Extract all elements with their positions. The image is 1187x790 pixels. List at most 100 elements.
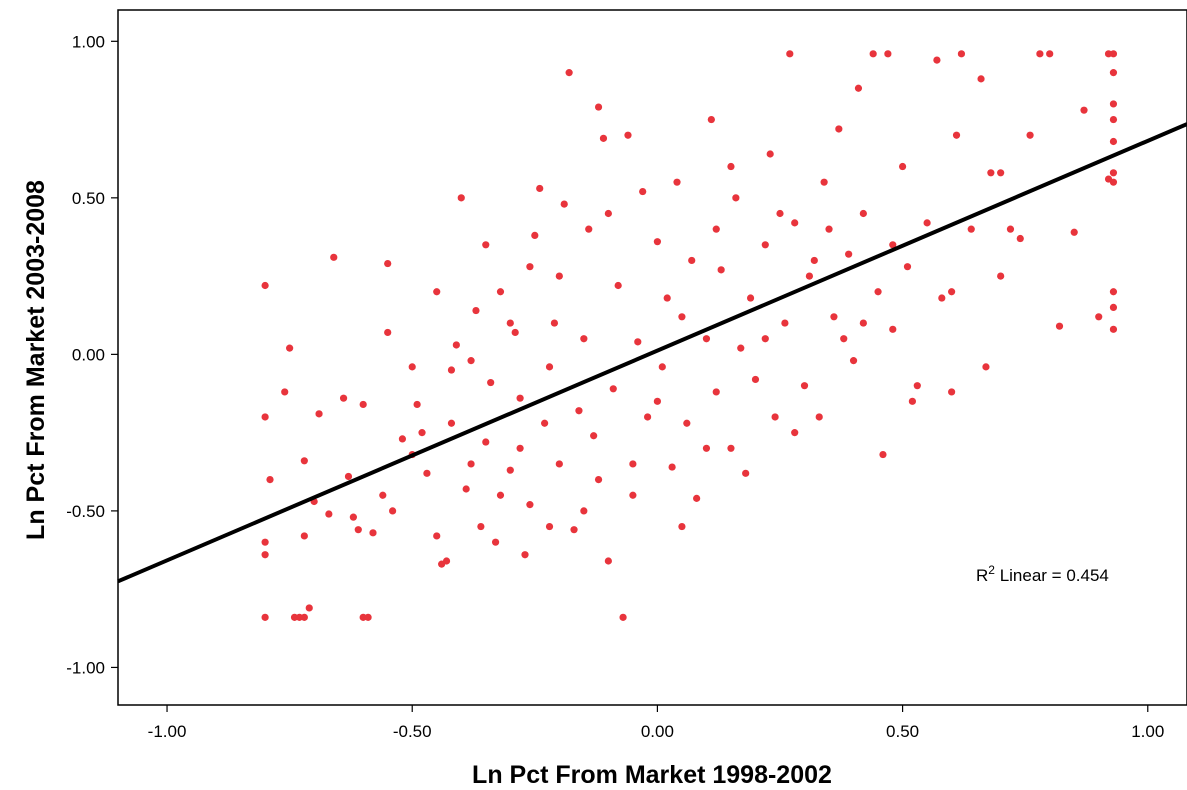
- data-point: [1070, 228, 1078, 236]
- data-point: [663, 294, 671, 302]
- data-point: [452, 341, 460, 349]
- data-point: [879, 450, 887, 459]
- data-point: [1109, 50, 1118, 58]
- data-point: [447, 366, 456, 374]
- data-point: [737, 344, 745, 352]
- data-point: [325, 510, 333, 518]
- data-point: [923, 219, 931, 227]
- data-point: [575, 407, 583, 415]
- data-point: [840, 335, 848, 343]
- data-point: [442, 557, 451, 565]
- data-point: [727, 162, 735, 171]
- data-point: [580, 335, 588, 343]
- data-point: [585, 225, 593, 233]
- data-point: [948, 288, 956, 296]
- data-point: [349, 513, 357, 521]
- data-point: [653, 238, 662, 246]
- data-point: [830, 313, 838, 321]
- data-point: [536, 184, 544, 193]
- data-point: [629, 460, 637, 468]
- data-point: [570, 526, 578, 534]
- r-squared-superscript: 2: [988, 563, 995, 577]
- data-point: [300, 457, 308, 465]
- data-point: [702, 444, 711, 452]
- data-point: [1055, 322, 1064, 330]
- x-tick-label: 1.00: [1131, 722, 1164, 741]
- y-axis-title: Ln Pct From Market 2003-2008: [22, 180, 50, 540]
- data-point: [418, 429, 426, 437]
- data-point: [624, 131, 632, 139]
- data-point: [462, 485, 470, 493]
- data-point: [653, 397, 662, 405]
- data-point: [1109, 288, 1118, 296]
- data-point: [977, 75, 985, 83]
- data-point: [482, 241, 490, 249]
- data-point: [766, 150, 774, 158]
- x-tick-label: -1.00: [148, 722, 187, 741]
- data-point: [845, 250, 853, 258]
- data-point: [854, 84, 863, 92]
- data-point: [805, 272, 814, 280]
- data-point: [815, 413, 823, 421]
- data-point: [678, 522, 686, 531]
- r-squared-text: Linear = 0.454: [995, 566, 1109, 585]
- data-point: [732, 194, 740, 202]
- data-point: [516, 394, 524, 402]
- data-point: [1016, 234, 1024, 243]
- data-point: [835, 125, 843, 133]
- data-point: [261, 413, 269, 421]
- data-point: [261, 281, 269, 290]
- data-point: [330, 253, 338, 261]
- data-point: [1036, 50, 1044, 58]
- data-point: [820, 178, 828, 186]
- data-point: [300, 613, 308, 621]
- data-point: [1026, 131, 1034, 139]
- data-point: [261, 551, 269, 559]
- data-point: [746, 294, 755, 302]
- data-point: [384, 328, 392, 337]
- data-point: [938, 294, 946, 302]
- y-tick-label: 1.00: [72, 32, 105, 51]
- data-point: [472, 306, 480, 315]
- data-point: [506, 466, 514, 474]
- data-point: [1109, 115, 1118, 124]
- data-point: [859, 209, 867, 218]
- data-point: [261, 613, 269, 621]
- data-point: [1109, 325, 1118, 333]
- data-point: [398, 435, 407, 443]
- data-point: [1109, 137, 1118, 146]
- data-point: [1095, 313, 1103, 321]
- data-point: [781, 319, 789, 327]
- x-tick-label: 0.00: [641, 722, 674, 741]
- plot-area-frame: [117, 9, 1187, 706]
- data-point: [634, 338, 642, 346]
- data-point: [786, 50, 794, 58]
- data-point: [987, 169, 995, 177]
- data-point: [712, 388, 720, 396]
- data-point: [1046, 50, 1054, 58]
- data-point: [541, 419, 549, 427]
- data-point: [727, 444, 735, 452]
- data-point: [761, 335, 769, 343]
- data-point: [982, 363, 990, 371]
- data-point: [531, 231, 539, 240]
- data-point: [948, 388, 956, 396]
- data-point: [526, 263, 534, 271]
- data-point: [565, 69, 573, 77]
- r-squared-annotation: R2 Linear = 0.454: [976, 563, 1109, 585]
- data-point: [286, 344, 294, 352]
- data-point: [658, 363, 666, 371]
- data-point: [423, 469, 431, 477]
- data-point: [491, 538, 500, 546]
- data-point: [594, 103, 603, 111]
- data-point: [717, 266, 725, 274]
- data-point: [800, 382, 809, 390]
- data-point: [643, 413, 652, 421]
- data-point: [1109, 100, 1118, 108]
- data-point: [305, 604, 313, 612]
- data-point: [447, 419, 456, 427]
- data-point: [555, 272, 563, 280]
- data-point: [457, 194, 465, 202]
- data-point: [678, 313, 686, 321]
- data-point: [771, 413, 779, 421]
